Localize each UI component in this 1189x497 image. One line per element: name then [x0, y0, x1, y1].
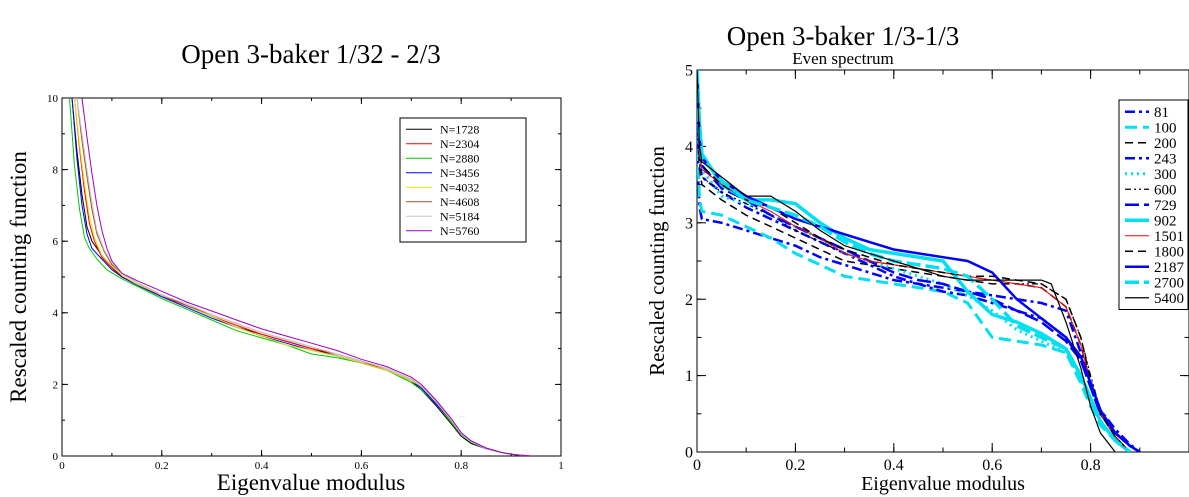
series-line-200 — [697, 115, 1131, 452]
series-line-100 — [697, 131, 1131, 452]
series-line-81 — [697, 146, 1141, 452]
x-tick-label: 0.6 — [355, 460, 369, 472]
right-legend: 8110020024330060072990215011800218727005… — [1118, 99, 1189, 310]
series-line-729 — [697, 108, 1141, 452]
legend-label: 5400 — [1154, 291, 1184, 307]
y-tick-label: 0 — [53, 451, 59, 463]
legend-label: 1501 — [1154, 229, 1184, 245]
series-line-n5184 — [76, 98, 532, 456]
legend-label: N=5760 — [440, 224, 479, 238]
series-line-n2880 — [69, 98, 527, 456]
x-tick-label: 0.4 — [255, 460, 269, 472]
right-x-axis-label: Eigenvalue modulus — [861, 473, 1025, 495]
left-chart: Open 3-baker 1/32 - 2/3 0 0.2 0.4 0.6 0.8 102… — [6, 39, 564, 495]
x-tick-label: 0.8 — [1081, 457, 1101, 474]
x-tick-label: 0.6 — [982, 457, 1002, 474]
x-tick-label: 0.4 — [884, 457, 904, 474]
x-tick-label: 0.8 — [454, 460, 468, 472]
legend-label: N=2880 — [440, 151, 479, 165]
right-y-axis-label: Rescaled counting function — [645, 146, 669, 376]
legend-label: N=1728 — [440, 122, 479, 136]
right-chart-title: Open 3-baker 1/3-1/3 — [727, 21, 959, 51]
x-tick-label: 0.2 — [155, 460, 169, 472]
legend-label: N=4608 — [440, 195, 479, 209]
legend-label: 243 — [1154, 152, 1177, 168]
x-tick-label: 0 — [59, 460, 65, 472]
legend-label: 1800 — [1154, 245, 1184, 261]
y-tick-label: 10 — [47, 93, 59, 105]
y-tick-label: 3 — [685, 215, 693, 232]
legend-label: N=2304 — [440, 137, 479, 151]
legend-label: N=5184 — [440, 209, 479, 223]
series-line-5400 — [697, 70, 1116, 452]
left-chart-title: Open 3-baker 1/32 - 2/3 — [181, 39, 440, 69]
series-line-1501 — [697, 85, 1131, 452]
right-chart-subtitle: Even spectrum — [792, 49, 894, 68]
right-series-group — [697, 70, 1141, 452]
legend-label: 902 — [1154, 214, 1177, 230]
y-tick-label: 2 — [685, 292, 693, 309]
legend-box — [399, 117, 527, 243]
series-line-902 — [697, 70, 1132, 452]
legend-label: 2187 — [1154, 260, 1185, 276]
legend-label: 729 — [1154, 198, 1177, 214]
y-tick-label: 4 — [685, 139, 693, 156]
legend-label: N=4032 — [440, 180, 479, 194]
series-line-n5760 — [81, 98, 532, 456]
y-tick-label: 1 — [685, 368, 693, 385]
y-tick-label: 0 — [685, 445, 693, 462]
y-tick-label: 6 — [53, 236, 59, 248]
series-line-2700 — [697, 70, 1132, 452]
legend-label: 200 — [1154, 136, 1177, 152]
legend-label: 100 — [1154, 121, 1177, 137]
left-series-group — [69, 98, 532, 456]
legend-label: 300 — [1154, 167, 1177, 183]
series-line-300 — [697, 100, 1131, 452]
legend-label: 600 — [1154, 183, 1177, 199]
left-x-axis-label: Eigenvalue modulus — [217, 470, 405, 495]
legend-label: 81 — [1154, 105, 1169, 121]
y-tick-label: 8 — [53, 164, 59, 176]
y-tick-label: 4 — [53, 308, 59, 320]
legend-label: N=3456 — [440, 166, 479, 180]
x-tick-label: 1 — [558, 460, 564, 472]
legend-label: 2700 — [1154, 276, 1184, 292]
x-tick-label: 0.2 — [785, 457, 805, 474]
x-tick-label: 0 — [693, 457, 701, 474]
series-line-2187 — [697, 70, 1141, 452]
left-legend: N=1728N=2304N=2880N=3456N=4032N=4608N=51… — [399, 117, 527, 243]
right-chart: Open 3-baker 1/3-1/3 Even spectrum 0 0.2 0… — [645, 21, 1189, 495]
y-tick-label: 2 — [53, 379, 59, 391]
y-tick-label: 5 — [685, 63, 693, 80]
series-line-243 — [697, 123, 1141, 452]
left-y-axis-label: Rescaled counting function — [6, 151, 31, 403]
